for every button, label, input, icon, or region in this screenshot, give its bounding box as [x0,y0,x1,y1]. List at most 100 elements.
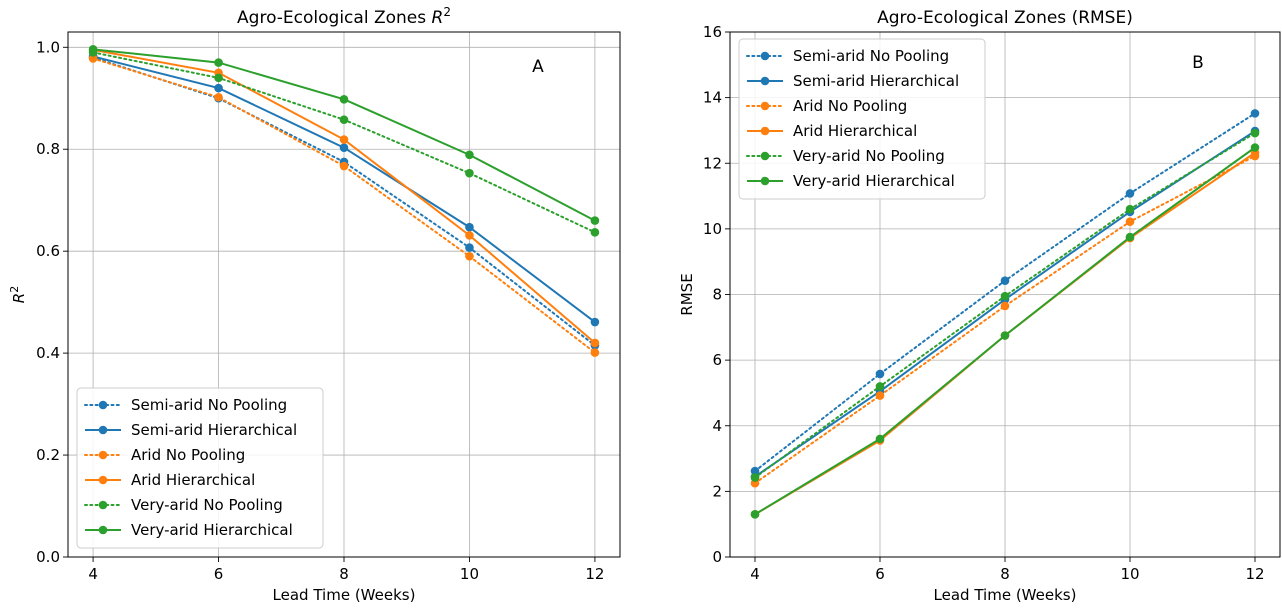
y-axis-label: RMSE [678,273,696,315]
data-point [1125,189,1135,198]
y-tick-label: 4 [712,417,722,435]
data-point [88,54,98,63]
y-tick-label: 2 [712,482,722,500]
data-point [88,45,98,54]
data-point [1000,291,1010,301]
chart-title-math: R [432,8,444,28]
legend-entry: Semi-arid No Pooling [793,47,949,65]
x-tick-label: 6 [875,565,885,583]
series-line [92,57,596,354]
data-point [465,150,474,160]
data-point [465,251,474,261]
x-axis-label: Lead Time (Weeks) [934,586,1077,604]
y-tick-label: 10 [703,220,722,238]
x-tick-label: 4 [88,565,98,583]
legend-marker [760,151,770,161]
y-tick-label: 0.4 [36,344,60,362]
chart-title: Agro-Ecological Zones (RMSE) [877,8,1133,28]
legend-entry: Arid Hierarchical [793,122,917,140]
x-tick-label: 6 [214,565,224,583]
y-tick-label: 0.8 [36,140,60,158]
data-point [1125,204,1135,214]
legend-marker [98,475,108,485]
legend-entry: Very-arid No Pooling [793,147,945,165]
legend-entry: Semi-arid No Pooling [131,396,287,414]
legend-marker [760,126,770,136]
legend-entry: Very-arid Hierarchical [131,521,293,539]
chart-title: Agro-Ecological Zones R2 [237,5,451,28]
data-point [590,228,600,237]
legend-box [76,387,324,549]
data-point [465,243,474,252]
panel-label: A [532,57,544,77]
data-point [590,317,600,327]
data-point [590,338,600,348]
axes-frame [67,31,621,558]
data-point [214,58,223,67]
legend-marker [760,51,770,61]
legend-marker [760,76,770,86]
data-point [214,73,223,83]
chart-title-sup: 2 [443,5,451,19]
data-point [1250,109,1260,118]
data-point [1125,217,1135,226]
y-tick-label: 6 [712,351,722,369]
data-point [1000,331,1010,340]
data-point [465,222,474,232]
y-axis-label: R2 [8,286,28,303]
chart-title-text: Agro-Ecological Zones (RMSE) [877,8,1133,28]
legend-marker [98,450,108,460]
data-point [1250,128,1260,138]
y-tick-label: 0 [712,548,722,566]
x-tick-label: 8 [1000,565,1010,583]
x-tick-label: 10 [1120,565,1139,583]
data-point [214,92,223,102]
legend: Semi-arid No Pooling Semi-arid Hierarchic… [738,38,986,200]
y-axis-label-text: R [10,293,28,303]
chart-panel-a: 4 6 8 10 12 0.0 0.2 0.4 0.6 0.8 1.0 Agro-Ecological… [8,5,621,604]
chart-panel-b: 4 6 8 10 12 0 2 4 6 8 10 12 14 16 Agro-Ecological Zone… [678,8,1281,604]
x-tick-label: 12 [585,565,604,583]
legend-marker [98,500,108,510]
legend-entry: Arid No Pooling [793,97,907,115]
y-tick-label: 0.6 [36,242,60,260]
data-point [875,434,885,444]
legend-entry: Semi-arid Hierarchical [793,72,959,90]
data-point [339,143,349,153]
data-point [465,168,474,178]
chart-title-text: Agro-Ecological Zones [237,8,431,28]
legend-marker [98,400,108,410]
series-arid-no-pooling [88,54,600,357]
y-tick-label: 14 [703,89,722,107]
data-point [750,510,760,519]
x-tick-label: 4 [750,565,760,583]
data-point [1000,301,1010,311]
y-tick-label: 0.2 [36,446,60,464]
data-point [875,391,885,400]
legend-marker [98,525,108,535]
y-axis-label-sup: 2 [8,286,21,293]
data-point [590,348,600,357]
y-tick-label: 1.0 [36,38,60,56]
legend-entry: Very-arid No Pooling [131,496,283,514]
y-tick-label: 16 [703,23,722,41]
data-point [214,83,223,93]
y-tick-label: 8 [712,286,722,304]
legend-entry: Very-arid Hierarchical [793,172,955,190]
data-point [1000,276,1010,286]
data-point [465,231,474,240]
legend-entry: Arid Hierarchical [131,471,255,489]
axes-frame [729,31,1281,558]
x-tick-label: 12 [1245,565,1264,583]
data-point [750,473,760,482]
legend-marker [760,101,770,111]
series-very-arid-hierarchical [88,45,600,225]
y-axis-label-text: RMSE [678,273,696,315]
legend: Semi-arid No Pooling Semi-arid Hierarchic… [76,387,324,549]
data-point [1125,232,1135,242]
data-point [339,115,349,124]
x-tick-label: 10 [460,565,479,583]
data-point [875,382,885,391]
data-point [339,161,349,171]
